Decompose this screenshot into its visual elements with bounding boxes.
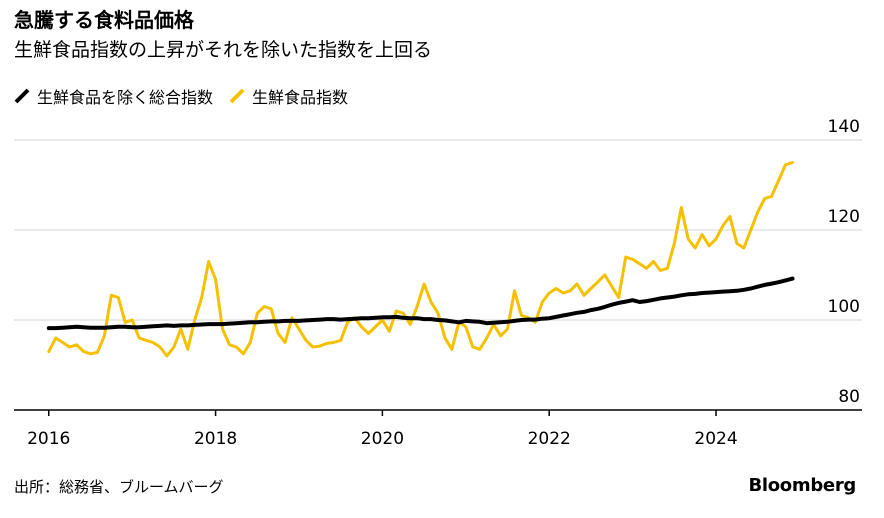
chart-subtitle: 生鮮食品指数の上昇がそれを除いた指数を上回る xyxy=(14,39,433,61)
source-note: 出所：総務省、ブルームバーグ xyxy=(14,478,224,496)
y-tick-label-100: 100 xyxy=(828,297,860,317)
legend-label-fresh: 生鮮食品指数 xyxy=(252,88,349,107)
bloomberg-logo: Bloomberg xyxy=(748,475,856,496)
y-tick-label-120: 120 xyxy=(828,207,860,227)
x-tick-label-2022: 2022 xyxy=(528,429,571,449)
legend-swatch-core-icon xyxy=(14,88,30,104)
y-tick-labels: 140 120 100 80 xyxy=(828,117,860,407)
x-tick-label-2020: 2020 xyxy=(361,429,404,449)
legend-swatch-fresh-icon xyxy=(229,88,245,104)
chart-legend: 生鮮食品を除く総合指数 生鮮食品指数 xyxy=(14,84,364,108)
series-line-fresh xyxy=(47,161,794,358)
x-axis: 2016 2018 2020 2022 2024 xyxy=(14,409,862,449)
y-tick-label-140: 140 xyxy=(828,117,860,137)
legend-label-core: 生鮮食品を除く総合指数 xyxy=(37,88,214,107)
x-tick-label-2018: 2018 xyxy=(194,429,237,449)
series-lines xyxy=(46,161,795,358)
legend-item-fresh: 生鮮食品指数 xyxy=(229,84,348,108)
y-tick-label-80: 80 xyxy=(838,387,860,407)
x-tick-label-2016: 2016 xyxy=(27,429,70,449)
legend-item-core: 生鮮食品を除く総合指数 xyxy=(14,84,213,108)
chart-title: 急騰する食料品価格 xyxy=(14,8,194,32)
x-tick-label-2024: 2024 xyxy=(694,429,737,449)
series-line-core xyxy=(46,276,795,331)
